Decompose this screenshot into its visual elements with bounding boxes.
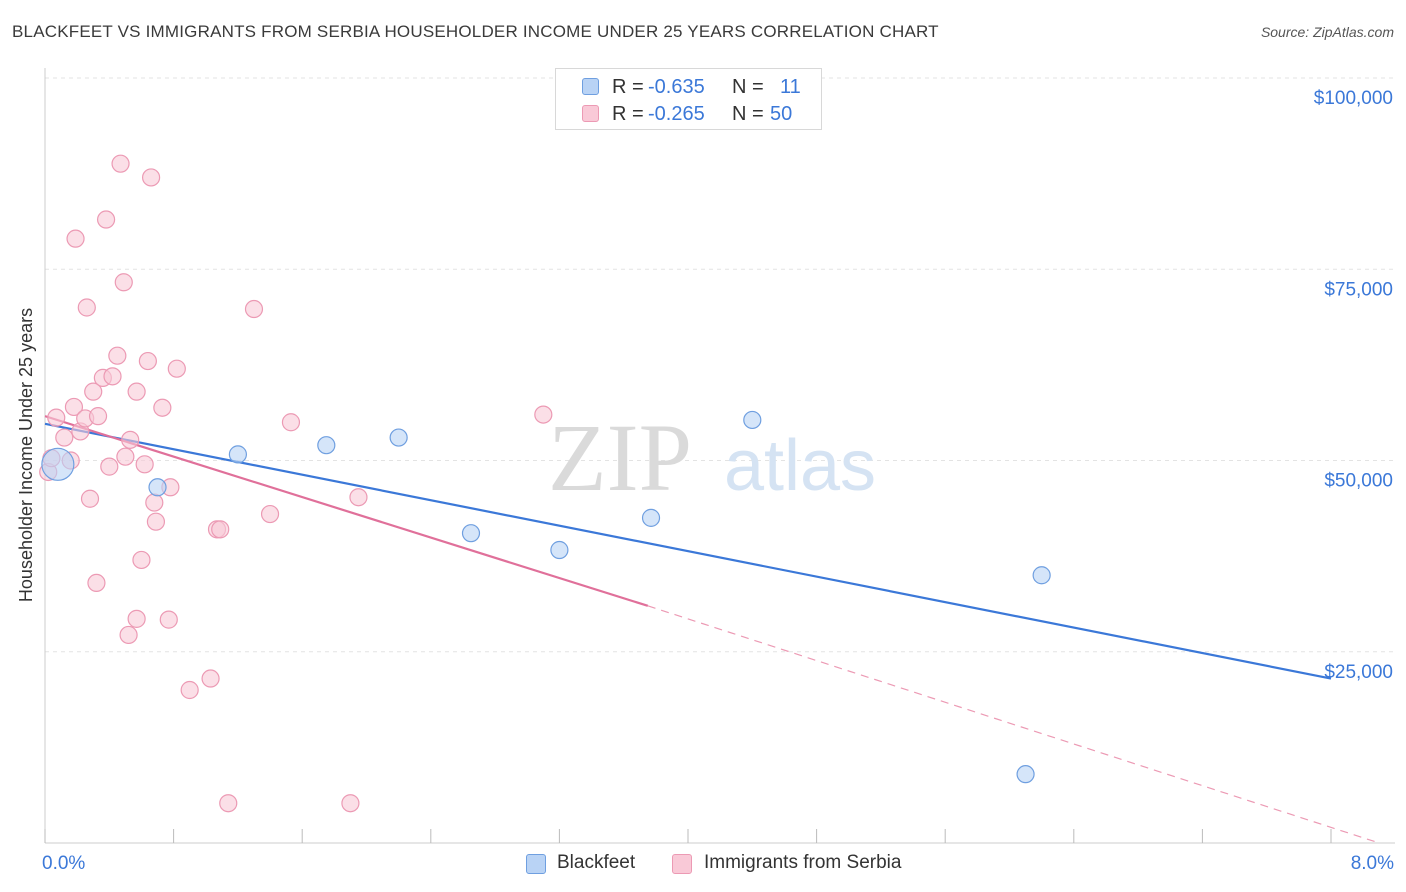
legend-n-value: 50 [770,103,793,125]
data-point-blackfeet [228,445,247,464]
data-point-serbia [87,573,106,593]
data-point-serbia [80,489,100,508]
legend-r-label: R = [612,76,644,98]
watermark-atlas: atlas [724,426,876,506]
legend-r-value: -0.635 [648,76,705,98]
data-point-serbia [132,550,151,570]
y-tick-label: $50,000 [1324,471,1393,492]
data-point-serbia [121,430,140,449]
data-point-serbia [66,229,85,248]
data-point-blackfeet [1016,765,1035,784]
data-point-serbia [201,669,220,688]
data-point-serbia [211,520,230,539]
data-point-serbia [153,398,172,417]
data-point-serbia [167,359,186,378]
source-label: Source: ZipAtlas.com [1260,24,1394,40]
y-axis-label: Householder Income Under 25 years [16,308,36,602]
data-point-serbia [100,457,119,476]
data-point-blackfeet [317,436,336,455]
trend-lines [44,415,1380,844]
x-tick-label-min: 0.0% [42,853,85,874]
data-point-serbia [260,504,280,524]
data-point-blackfeet [389,428,408,447]
tick-labels: $25,000 $50,000 $75,000 $100,000 0.0% 8.0% [42,88,1394,874]
legend-swatch-blackfeet [526,854,546,874]
legend-row-serbia: R = -0.265 N = 50 [556,101,821,127]
legend-n-label: N = [732,103,764,125]
data-point-serbia [108,346,127,365]
data-point-blackfeet [148,478,167,497]
trend-line-blackfeet [44,422,1332,680]
data-point-serbia [96,210,116,229]
legend-swatch-serbia [672,854,692,874]
data-point-serbia [141,168,161,187]
data-point-serbia [119,625,138,645]
series-legend: Blackfeet Immigrants from Serbia [0,850,1406,880]
data-point-serbia [88,407,108,426]
data-point-serbia [55,428,74,447]
watermark-zip: ZIP [548,404,692,511]
legend-r-value: -0.265 [648,103,705,125]
data-point-serbia [114,273,133,292]
legend-swatch-serbia [582,105,599,122]
trend-line-serbia-extrapolated [647,605,1380,844]
legend-n-label: N = [732,76,764,98]
legend-label-serbia: Immigrants from Serbia [704,852,902,873]
data-points [39,154,1051,813]
data-point-serbia [77,298,96,317]
legend-n-value: 11 [780,76,801,98]
data-point-serbia [135,455,154,474]
legend-swatch-blackfeet [582,78,599,95]
data-point-serbia [111,154,130,173]
legend-r-label: R = [612,103,644,125]
data-point-blackfeet [743,410,762,430]
data-point-blackfeet [41,447,75,481]
data-point-serbia [180,680,199,700]
data-point-serbia [47,408,66,427]
data-point-blackfeet [461,524,481,543]
data-point-blackfeet [1032,566,1051,585]
data-point-serbia [281,413,301,432]
data-point-serbia [127,382,146,401]
y-tick-label: $100,000 [1314,88,1393,109]
data-point-serbia [138,351,157,371]
data-point-blackfeet [550,540,569,560]
legend-label-blackfeet: Blackfeet [557,852,636,873]
data-point-serbia [84,382,103,401]
legend-row-blackfeet: R = -0.635 N = 11 [556,74,821,100]
x-tick-label-max: 8.0% [1351,853,1394,874]
axes [44,68,1395,844]
y-tick-label: $75,000 [1324,279,1393,300]
correlation-legend: R = -0.635 N = 11 R = -0.265 N = 50 [555,68,822,130]
grid-lines [45,77,1395,653]
data-point-serbia [146,512,166,531]
data-point-serbia [159,610,178,629]
data-point-serbia [145,493,164,512]
data-point-serbia [103,367,122,386]
trend-line-serbia [44,415,649,607]
chart-title: BLACKFEET VS IMMIGRANTS FROM SERBIA HOUS… [12,22,939,41]
data-point-serbia [116,447,135,466]
data-point-serbia [219,794,238,813]
data-point-serbia [349,488,368,507]
data-point-serbia [341,794,360,813]
data-point-serbia [534,405,553,424]
y-tick-label: $25,000 [1324,662,1393,683]
data-point-serbia [127,609,146,628]
data-point-serbia [64,397,84,417]
data-point-blackfeet [641,508,661,527]
data-point-serbia [244,299,264,319]
